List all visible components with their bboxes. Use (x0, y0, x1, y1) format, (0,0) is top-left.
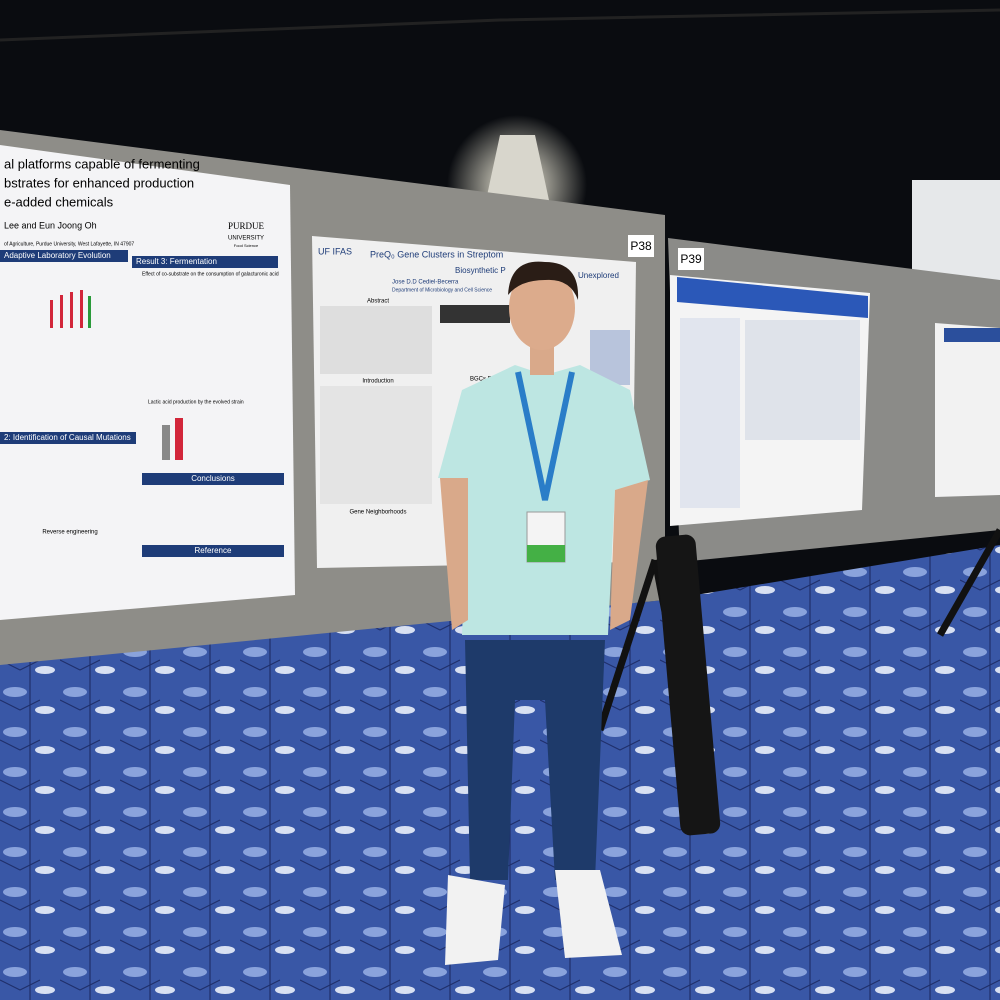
board-label: P39 (680, 252, 702, 266)
poster-subtitle: Unexplored (578, 271, 619, 280)
board-label-box (628, 235, 654, 257)
poster-subtitle: Biosynthetic P (455, 266, 506, 275)
board-label-box (678, 248, 704, 270)
text-block (320, 386, 432, 504)
section-header (132, 256, 278, 268)
section-title: Conclusions (191, 474, 235, 483)
wall-box (912, 180, 1000, 280)
poster (935, 323, 1000, 497)
poster-author: Jose D.D Cediel-Becerra (392, 280, 459, 286)
section-title: Result 3: Fermentation (136, 257, 217, 266)
section-title: Introduction (362, 379, 393, 385)
beam (0, 8, 1000, 42)
text-block (745, 320, 860, 440)
section-title: Abstract (367, 299, 389, 305)
section-title: 2: Identification of Causal Mutations (4, 433, 131, 442)
section-text: Lactic acid production by the evolved st… (148, 399, 244, 405)
person (438, 261, 650, 965)
text-block (680, 318, 740, 508)
poster-title: e-added chemicals (4, 194, 114, 209)
poster-affiliation: of Agriculture, Purdue University, West … (4, 241, 134, 247)
pole (655, 534, 721, 836)
logo: Food Science (234, 243, 259, 248)
poster-authors: Lee and Eun Joong Oh (4, 220, 97, 230)
section-header (142, 545, 284, 557)
poster-title: PreQ₀ Gene Clusters in Streptom (370, 249, 503, 259)
text-block (320, 306, 432, 374)
section-text: Reverse engineering (42, 530, 97, 536)
logo: PURDUE (228, 221, 265, 231)
section-title: Adaptive Laboratory Evolution (4, 251, 111, 260)
lamp (485, 135, 550, 205)
logo: UNIVERSITY (228, 236, 264, 242)
poster-header (944, 328, 1000, 342)
poster-department: Department of Microbiology and Cell Scie… (392, 287, 492, 293)
logo: UF IFAS (318, 246, 352, 256)
section-header (0, 432, 136, 444)
section-title: Reference (195, 546, 232, 555)
board-label: P38 (630, 239, 652, 253)
poster-title: al platforms capable of fermenting (4, 156, 200, 171)
section-header (142, 473, 284, 485)
poster-header (677, 277, 868, 318)
bar-figure (50, 290, 183, 460)
poster-title: bstrates for enhanced production (4, 175, 194, 190)
figure (440, 305, 510, 323)
section-text: Effect of co-substrate on the consumptio… (142, 271, 279, 277)
section-header (0, 250, 128, 262)
section-title: Gene Neighborhoods (349, 510, 406, 516)
